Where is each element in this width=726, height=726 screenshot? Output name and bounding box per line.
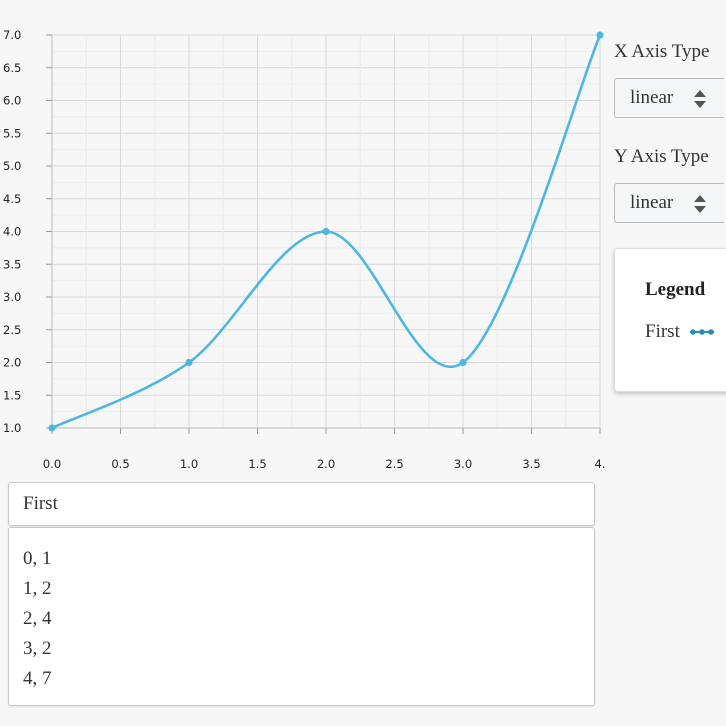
legend-entry-label: First: [645, 321, 680, 342]
y-tick-label: 4.5: [3, 192, 21, 206]
data-line: 0, 1: [23, 548, 52, 569]
x-axis-type-label: X Axis Type: [614, 41, 710, 62]
x-tick-label: 1.0: [180, 457, 198, 471]
y-axis-type-label: Y Axis Type: [614, 146, 709, 167]
chart-series: [48, 31, 604, 432]
y-tick-label: 5.5: [3, 126, 21, 140]
y-tick-label: 4.0: [3, 225, 21, 239]
x-tick-label: 3.0: [454, 457, 472, 471]
x-axis-type-value: linear: [630, 87, 674, 108]
y-tick-label: 3.5: [3, 257, 21, 271]
data-line: 2, 4: [23, 608, 52, 629]
y-tick-label: 6.5: [3, 61, 21, 75]
line-chart: 7.0 6.5 6.0 5.5 5.0 4.5 4.0 3.5 3.0 2.5 2.0 1.5 1.0 0…: [3, 28, 605, 471]
data-point: [48, 424, 56, 432]
legend-series-swatch-icon: [690, 329, 714, 335]
chart-tick-labels: 7.0 6.5 6.0 5.5 5.0 4.5 4.0 3.5 3.0 2.5 2.0 1.5 1.0 0…: [3, 28, 605, 471]
y-tick-label: 1.5: [3, 388, 21, 402]
series-name-input[interactable]: [8, 482, 595, 526]
y-axis-type-value: linear: [630, 192, 674, 213]
data-point: [185, 358, 193, 367]
y-axis-type-select[interactable]: linear: [614, 183, 724, 223]
updown-arrows-icon: [694, 90, 706, 108]
updown-arrows-icon: [694, 195, 706, 213]
x-tick-label: 2.5: [385, 457, 403, 471]
y-tick-label: 2.5: [3, 323, 21, 337]
x-tick-label: 4.: [595, 457, 606, 471]
x-tick-label: 3.5: [522, 457, 540, 471]
x-tick-label: 1.5: [248, 457, 266, 471]
series-line-first: [51, 34, 602, 430]
y-tick-label: 6.0: [3, 94, 21, 108]
chart-legend: Legend First: [614, 248, 726, 392]
y-tick-label: 5.0: [3, 159, 21, 173]
y-tick-label: 2.0: [3, 356, 21, 370]
x-tick-label: 0.5: [111, 457, 129, 471]
data-line: 3, 2: [23, 638, 52, 659]
y-tick-label: 3.0: [3, 290, 21, 304]
x-tick-label: 0.0: [43, 457, 61, 471]
data-point: [459, 358, 467, 367]
x-tick-label: 2.0: [317, 457, 335, 471]
y-tick-label: 7.0: [3, 28, 21, 42]
x-axis-type-select[interactable]: linear: [614, 78, 724, 118]
y-tick-label: 1.0: [3, 421, 21, 435]
series-data-textarea[interactable]: 0, 1 1, 2 2, 4 3, 2 4, 7: [8, 527, 595, 706]
data-line: 1, 2: [23, 578, 52, 599]
data-line: 4, 7: [23, 668, 52, 689]
data-point: [322, 227, 330, 236]
chart-grid: [46, 34, 601, 434]
legend-title: Legend: [645, 279, 706, 300]
data-point: [596, 31, 604, 39]
